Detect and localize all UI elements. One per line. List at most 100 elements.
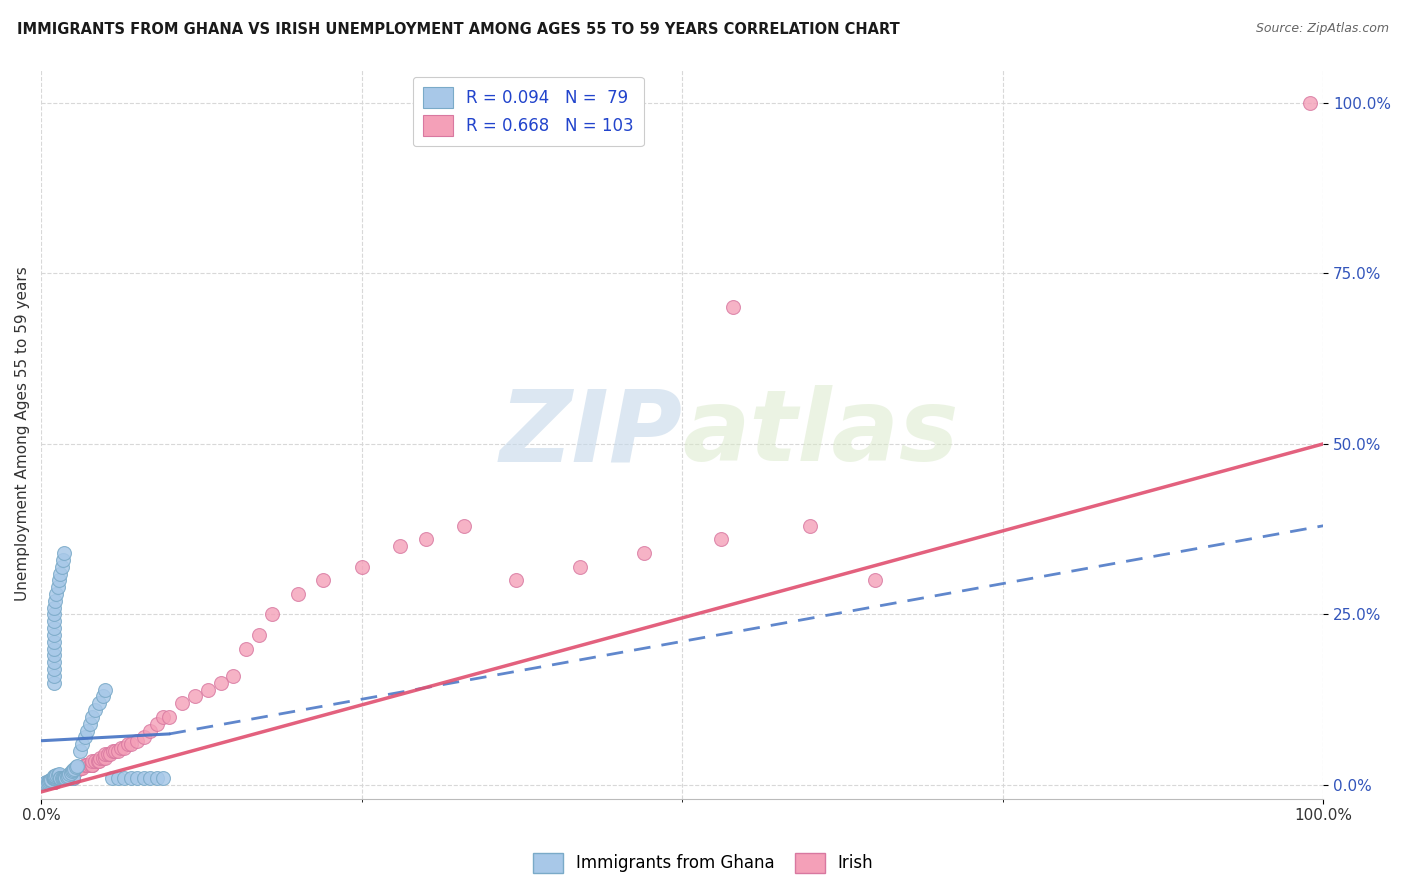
Point bbox=[60, 764, 83, 779]
Point bbox=[49, 772, 72, 786]
Point bbox=[42, 774, 65, 789]
Point bbox=[42, 772, 65, 786]
Point bbox=[82, 757, 104, 772]
Point bbox=[42, 648, 65, 663]
Point bbox=[114, 772, 136, 786]
Point bbox=[114, 740, 136, 755]
Point bbox=[39, 774, 62, 789]
Point bbox=[184, 690, 207, 704]
Point bbox=[45, 587, 67, 601]
Point bbox=[82, 754, 104, 768]
Point bbox=[38, 774, 60, 789]
Point bbox=[41, 772, 63, 786]
Point bbox=[42, 772, 65, 786]
Point bbox=[505, 574, 527, 588]
Point bbox=[42, 774, 65, 789]
Point bbox=[70, 737, 93, 751]
Point bbox=[132, 731, 155, 745]
Point bbox=[62, 768, 84, 782]
Point bbox=[42, 772, 65, 786]
Point bbox=[287, 587, 309, 601]
Point bbox=[127, 772, 149, 786]
Point bbox=[60, 772, 83, 786]
Point bbox=[107, 744, 129, 758]
Point bbox=[34, 776, 56, 790]
Point bbox=[139, 723, 162, 738]
Point bbox=[76, 757, 98, 772]
Point bbox=[139, 772, 162, 786]
Point bbox=[55, 772, 77, 786]
Point bbox=[56, 768, 79, 782]
Point bbox=[52, 553, 75, 567]
Point bbox=[87, 754, 110, 768]
Point bbox=[82, 757, 104, 772]
Point bbox=[53, 546, 76, 560]
Point bbox=[69, 761, 91, 775]
Point bbox=[42, 770, 65, 784]
Point bbox=[55, 772, 77, 786]
Point bbox=[260, 607, 283, 622]
Point bbox=[51, 559, 73, 574]
Point bbox=[73, 757, 96, 772]
Point bbox=[101, 744, 124, 758]
Point bbox=[51, 772, 73, 786]
Point bbox=[62, 772, 84, 786]
Point bbox=[45, 768, 67, 782]
Point bbox=[799, 518, 821, 533]
Point bbox=[87, 696, 110, 710]
Point bbox=[110, 740, 132, 755]
Point bbox=[863, 574, 886, 588]
Point bbox=[42, 772, 65, 786]
Point bbox=[66, 759, 89, 773]
Point bbox=[45, 772, 67, 786]
Point bbox=[42, 774, 65, 789]
Point bbox=[197, 682, 219, 697]
Point bbox=[350, 559, 373, 574]
Point bbox=[49, 772, 72, 786]
Point bbox=[34, 776, 56, 790]
Point bbox=[104, 744, 127, 758]
Point bbox=[1299, 95, 1322, 110]
Point bbox=[46, 580, 69, 594]
Point bbox=[91, 751, 114, 765]
Point bbox=[44, 768, 66, 782]
Point bbox=[42, 641, 65, 656]
Point bbox=[723, 301, 745, 315]
Point bbox=[42, 772, 65, 786]
Point bbox=[42, 773, 65, 788]
Point bbox=[69, 744, 91, 758]
Point bbox=[58, 772, 80, 786]
Point bbox=[82, 710, 104, 724]
Point bbox=[62, 763, 84, 777]
Legend: Immigrants from Ghana, Irish: Immigrants from Ghana, Irish bbox=[526, 847, 880, 880]
Point bbox=[42, 772, 65, 786]
Point bbox=[42, 628, 65, 642]
Point bbox=[453, 518, 475, 533]
Point bbox=[69, 761, 91, 775]
Point bbox=[152, 772, 174, 786]
Point bbox=[75, 757, 97, 772]
Point bbox=[46, 768, 69, 782]
Point bbox=[157, 710, 180, 724]
Point bbox=[42, 774, 65, 789]
Point bbox=[55, 772, 77, 786]
Point bbox=[62, 772, 84, 786]
Point bbox=[37, 774, 59, 789]
Point bbox=[37, 774, 59, 789]
Text: Source: ZipAtlas.com: Source: ZipAtlas.com bbox=[1256, 22, 1389, 36]
Point bbox=[79, 716, 101, 731]
Point bbox=[209, 675, 232, 690]
Point bbox=[60, 772, 83, 786]
Point bbox=[42, 774, 65, 789]
Y-axis label: Unemployment Among Ages 55 to 59 years: Unemployment Among Ages 55 to 59 years bbox=[15, 267, 30, 601]
Point bbox=[63, 762, 86, 776]
Point bbox=[69, 761, 91, 775]
Point bbox=[39, 773, 62, 788]
Point bbox=[69, 761, 91, 775]
Legend: R = 0.094   N =  79, R = 0.668   N = 103: R = 0.094 N = 79, R = 0.668 N = 103 bbox=[413, 77, 644, 146]
Point bbox=[312, 574, 335, 588]
Point bbox=[42, 634, 65, 648]
Point bbox=[120, 772, 142, 786]
Point bbox=[172, 696, 194, 710]
Point bbox=[53, 772, 76, 786]
